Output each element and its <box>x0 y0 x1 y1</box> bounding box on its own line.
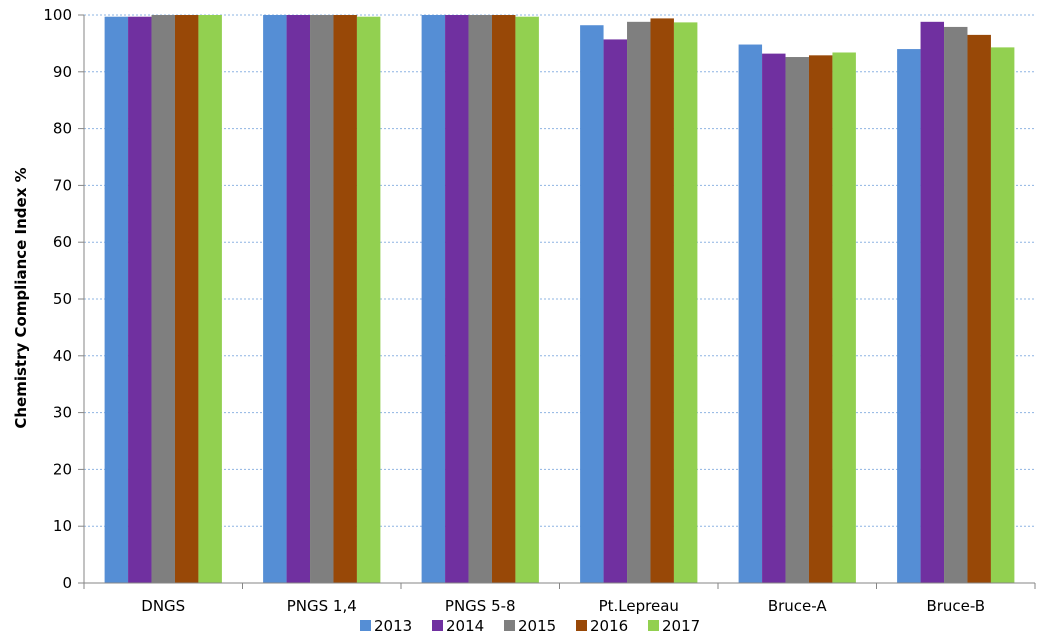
y-tick-label: 80 <box>53 120 72 138</box>
bar-2015-pt-lepreau <box>627 21 651 584</box>
legend-label-2017: 2017 <box>662 617 700 635</box>
bar-2013-bruce-a <box>738 44 763 583</box>
bar-2014-pt-lepreau <box>603 39 628 583</box>
legend-swatch-2015 <box>504 620 515 631</box>
bar-2016-bruce-b <box>967 34 991 583</box>
bar-2017-bruce-b <box>990 47 1015 584</box>
legend-label-2013: 2013 <box>374 617 412 635</box>
x-category-labels: DNGS PNGS 1,4 PNGS 5-8 Pt.Lepreau Bruce-A Bru… <box>141 597 985 615</box>
bar-2017-pngs-1-4 <box>356 16 381 584</box>
bar-2014-bruce-b <box>920 21 945 584</box>
bar-2016-pt-lepreau <box>650 18 674 583</box>
y-tick-label: 100 <box>43 6 72 24</box>
legend: 2013 2014 2015 2016 2017 <box>360 617 700 635</box>
y-tick-label: 60 <box>53 233 72 251</box>
y-tick-label: 40 <box>53 347 72 365</box>
bar-2014-pngs-5-8 <box>445 15 469 583</box>
bar-2017-dngs <box>198 15 222 583</box>
x-category-label: PNGS 1,4 <box>287 597 357 615</box>
y-tick-labels: 0 10 20 30 40 50 60 70 80 90 100 <box>43 6 72 592</box>
bar-2013-pt-lepreau <box>580 25 604 584</box>
x-category-label: Bruce-A <box>768 597 828 615</box>
axes <box>78 14 1036 589</box>
bar-2015-bruce-b <box>944 26 968 584</box>
bar-2014-dngs <box>128 16 152 584</box>
legend-label-2016: 2016 <box>590 617 628 635</box>
legend-swatch-2013 <box>360 620 371 631</box>
gridlines <box>84 14 1035 527</box>
bar-2013-pngs-1-4 <box>263 15 287 583</box>
x-category-label: Pt.Lepreau <box>599 597 679 615</box>
bar-2017-pt-lepreau <box>673 22 698 584</box>
legend-swatch-2017 <box>648 620 659 631</box>
bar-2015-pngs-5-8 <box>468 15 492 583</box>
bar-2015-pngs-1-4 <box>310 15 334 583</box>
y-tick-label: 30 <box>53 404 72 422</box>
bar-2014-pngs-1-4 <box>286 15 311 583</box>
bar-2013-pngs-5-8 <box>421 15 446 583</box>
x-category-label: PNGS 5-8 <box>445 597 516 615</box>
bar-2016-bruce-a <box>808 55 833 583</box>
bar-2014-bruce-a <box>762 53 786 583</box>
legend-swatch-2016 <box>576 620 587 631</box>
bar-2013-bruce-b <box>897 49 921 583</box>
bar-2016-pngs-1-4 <box>333 15 357 583</box>
y-axis-label: Chemistry Compliance Index % <box>12 167 30 428</box>
bar-2015-bruce-a <box>785 57 809 584</box>
y-tick-label: 90 <box>53 63 72 81</box>
x-category-label: Bruce-B <box>926 597 985 615</box>
legend-label-2014: 2014 <box>446 617 484 635</box>
y-tick-label: 50 <box>53 290 72 308</box>
legend-swatch-2014 <box>432 620 443 631</box>
legend-label-2015: 2015 <box>518 617 556 635</box>
bar-2017-bruce-a <box>832 52 856 584</box>
bars <box>104 15 1015 584</box>
bar-2016-pngs-5-8 <box>491 15 516 583</box>
y-tick-label: 20 <box>53 460 72 478</box>
bar-2015-dngs <box>151 15 175 583</box>
bar-2016-dngs <box>174 15 199 583</box>
x-category-label: DNGS <box>141 597 185 615</box>
y-tick-label: 0 <box>62 574 72 592</box>
y-tick-label: 70 <box>53 176 72 194</box>
bar-2013-dngs <box>104 16 129 584</box>
bar-2017-pngs-5-8 <box>515 16 539 584</box>
y-tick-label: 10 <box>53 517 72 535</box>
